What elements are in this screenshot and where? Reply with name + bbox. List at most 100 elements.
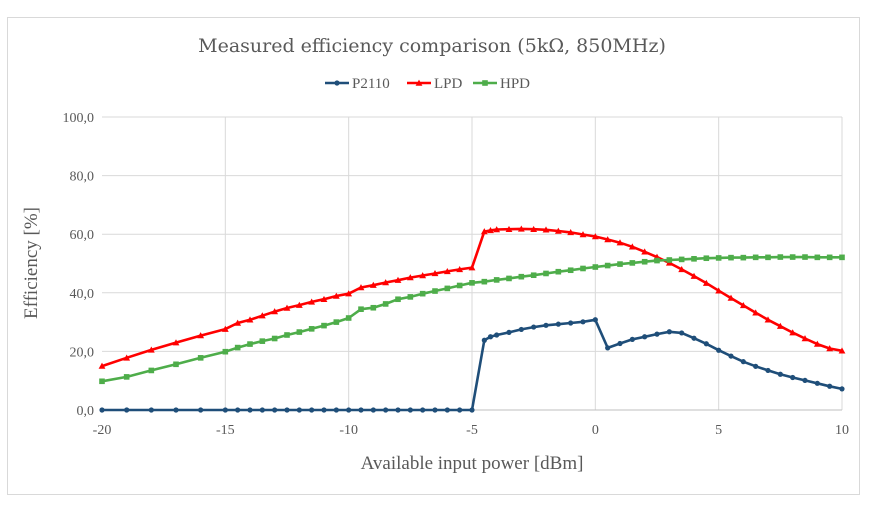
data-point-hpd — [99, 378, 105, 385]
data-point-hpd — [715, 255, 722, 261]
data-point-hpd — [678, 256, 685, 263]
data-point-lpd — [283, 304, 291, 311]
data-point-lpd — [258, 312, 266, 319]
x-tick-labels: -20 -15 -10 -5 0 5 10 — [93, 423, 849, 438]
data-point-p2110 — [679, 330, 685, 336]
data-point-p2110 — [518, 326, 524, 333]
x-tick-label: 5 — [715, 423, 722, 438]
data-point-hpd — [469, 280, 475, 286]
data-point-hpd — [666, 257, 673, 263]
data-point-hpd — [765, 254, 771, 261]
data-point-lpd — [616, 239, 624, 246]
legend-label-p2110: P2110 — [352, 76, 390, 92]
data-point-lpd — [443, 268, 451, 275]
y-tick-label: 0,0 — [77, 404, 95, 419]
data-point-hpd — [530, 272, 537, 279]
data-point-lpd — [419, 272, 427, 279]
data-point-hpd — [703, 255, 710, 262]
data-point-p2110 — [247, 407, 253, 413]
data-point-hpd — [333, 319, 340, 325]
series-lpd — [98, 225, 846, 369]
data-point-hpd — [444, 285, 451, 292]
x-tick-label: -5 — [466, 423, 478, 438]
data-point-hpd — [728, 254, 734, 261]
data-point-hpd — [296, 329, 303, 335]
data-point-lpd — [739, 301, 747, 309]
data-point-hpd — [777, 254, 784, 260]
data-point-p2110 — [235, 407, 241, 413]
data-point-lpd — [357, 284, 365, 291]
data-point-hpd — [345, 315, 352, 321]
x-tick-label: -20 — [93, 423, 112, 438]
data-point-p2110 — [420, 407, 426, 413]
data-point-hpd — [382, 301, 389, 307]
data-point-p2110 — [790, 374, 796, 381]
data-point-p2110 — [321, 407, 327, 413]
legend-item-p2110: P2110 — [325, 76, 390, 92]
data-point-lpd — [826, 345, 834, 352]
data-point-p2110 — [296, 407, 302, 413]
data-point-lpd — [505, 225, 513, 232]
data-point-p2110 — [555, 321, 561, 327]
y-tick-labels: 0,0 20,0 40,0 60,0 80,0 100,0 — [63, 111, 95, 419]
data-point-p2110 — [173, 407, 179, 413]
data-point-hpd — [247, 341, 253, 347]
data-point-hpd — [567, 267, 574, 274]
data-point-p2110 — [272, 407, 278, 413]
x-tick-label: 0 — [592, 423, 599, 438]
legend-item-lpd: LPD — [407, 76, 463, 92]
data-point-hpd — [654, 257, 660, 264]
data-point-hpd — [543, 270, 549, 277]
data-point-lpd — [295, 301, 303, 308]
x-tick-label: -10 — [339, 423, 358, 438]
data-point-p2110 — [370, 407, 376, 413]
data-point-hpd — [358, 306, 364, 313]
data-point-hpd — [506, 275, 512, 282]
data-point-hpd — [802, 254, 808, 260]
data-point-hpd — [395, 296, 401, 303]
data-point-p2110 — [309, 407, 315, 413]
data-point-lpd — [468, 264, 476, 271]
data-point-p2110 — [124, 407, 130, 413]
data-point-lpd — [764, 316, 772, 323]
data-point-hpd — [752, 254, 759, 261]
data-point-p2110 — [691, 335, 697, 341]
data-point-hpd — [839, 254, 845, 261]
data-point-lpd — [628, 243, 636, 250]
y-tick-label: 80,0 — [70, 170, 95, 185]
data-point-lpd — [332, 292, 340, 299]
data-point-hpd — [123, 374, 130, 380]
data-point-p2110 — [777, 371, 783, 377]
data-point-lpd — [530, 225, 538, 232]
data-point-lpd — [579, 231, 587, 238]
data-point-hpd — [456, 282, 463, 289]
data-point-lpd — [752, 309, 760, 316]
data-point-lpd — [234, 319, 242, 326]
data-point-lpd — [493, 226, 501, 233]
data-point-p2110 — [703, 341, 709, 347]
data-point-hpd — [481, 278, 488, 285]
data-point-p2110 — [222, 407, 228, 413]
data-point-hpd — [148, 367, 155, 374]
data-point-hpd — [284, 332, 290, 338]
data-point-hpd — [518, 273, 525, 280]
data-point-lpd — [320, 295, 328, 302]
y-tick-label: 100,0 — [63, 111, 95, 126]
data-point-hpd — [641, 258, 648, 265]
legend-marker-hpd — [482, 80, 488, 86]
data-point-lpd — [123, 354, 131, 361]
data-point-lpd — [678, 265, 686, 273]
data-point-p2110 — [407, 407, 413, 413]
data-point-hpd — [592, 264, 599, 270]
data-point-p2110 — [568, 320, 574, 326]
legend-marker-p2110 — [334, 80, 340, 86]
data-point-lpd — [406, 274, 414, 281]
data-point-p2110 — [642, 334, 648, 340]
y-tick-label: 40,0 — [70, 287, 95, 302]
data-point-lpd — [838, 347, 846, 354]
data-point-p2110 — [432, 407, 438, 413]
data-point-hpd — [234, 344, 241, 351]
data-point-p2110 — [198, 407, 204, 413]
data-point-lpd — [246, 316, 254, 323]
data-point-p2110 — [654, 331, 660, 337]
